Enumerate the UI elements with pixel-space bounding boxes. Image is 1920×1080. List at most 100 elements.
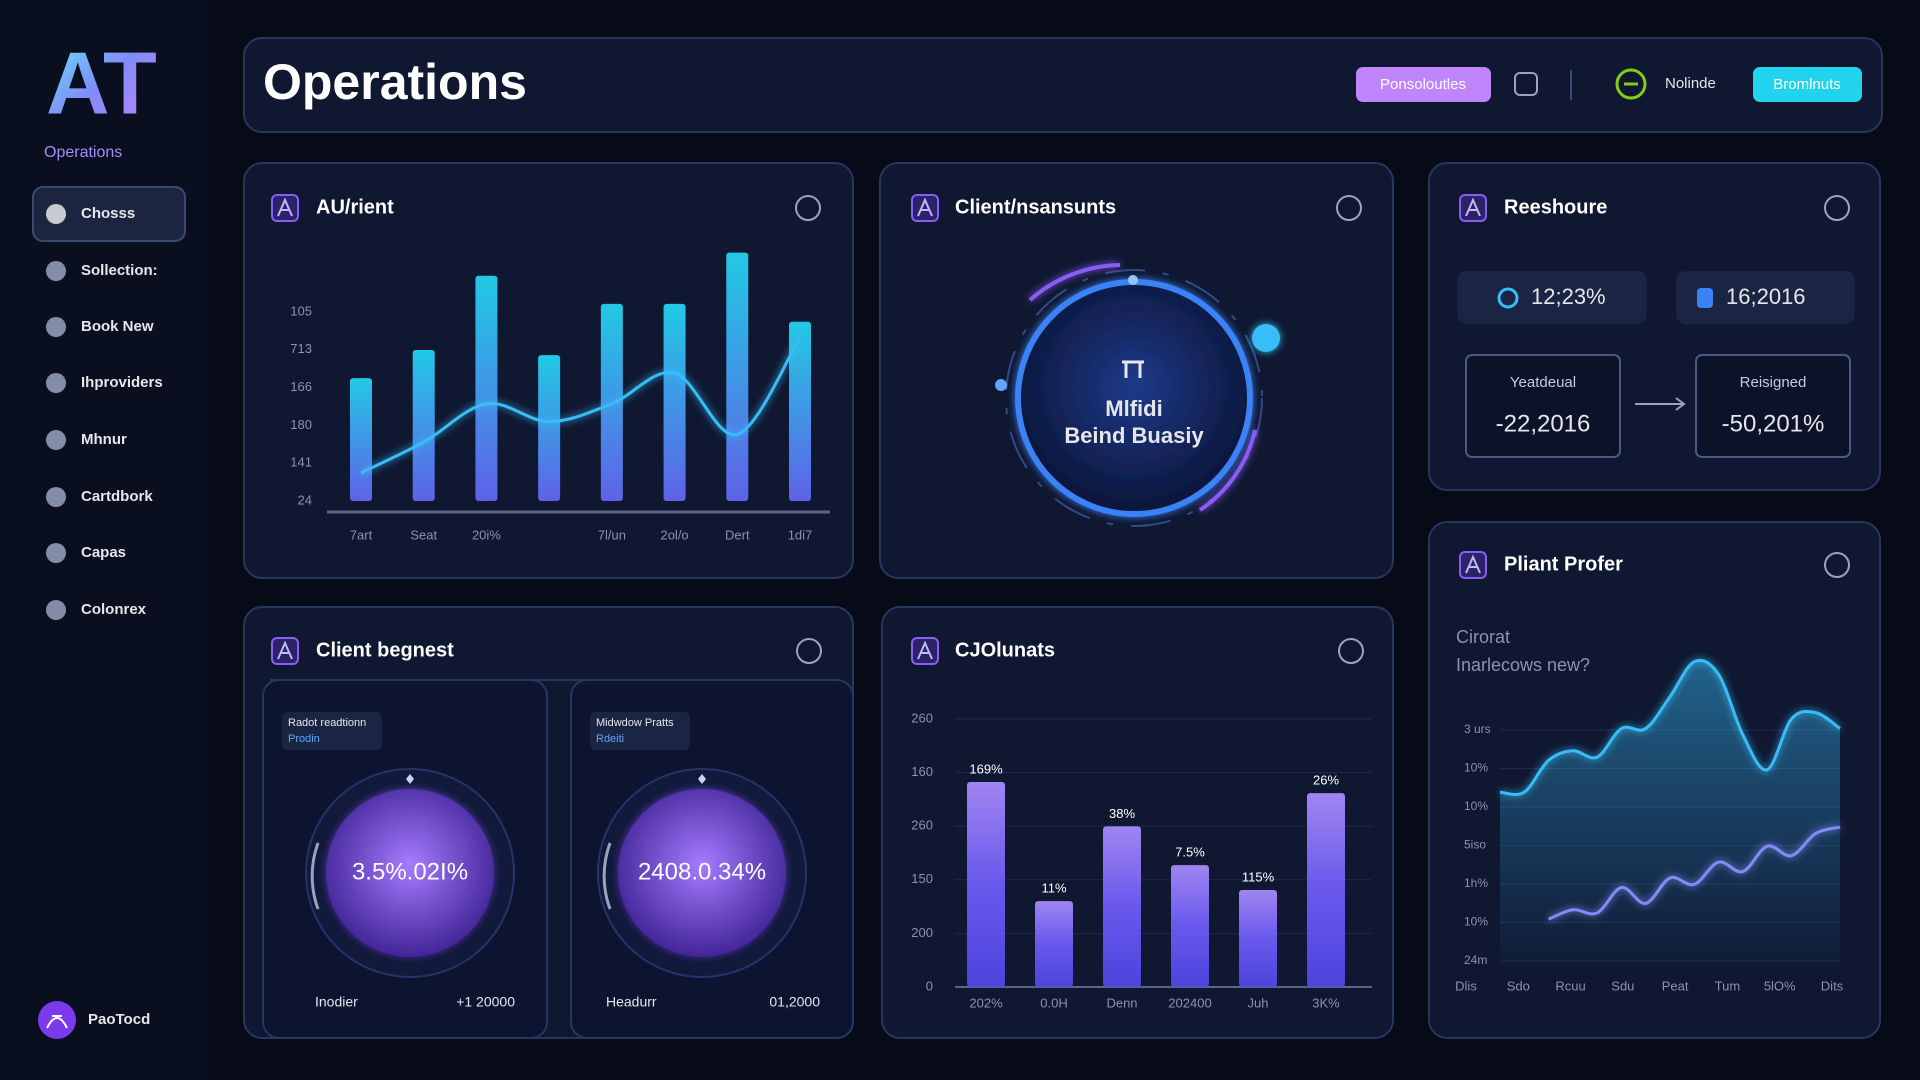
nav-item[interactable]: Colonrex	[81, 601, 147, 618]
chart-subtitle: Inarlecows new?	[1456, 655, 1590, 675]
status-icon	[1615, 68, 1647, 100]
bar-label: 38%	[1109, 806, 1135, 821]
nav-icon	[46, 373, 66, 393]
bar	[726, 252, 749, 501]
gauge	[618, 789, 786, 957]
button[interactable]	[1356, 67, 1491, 102]
bar	[967, 782, 1005, 987]
bar-label: 169%	[969, 761, 1003, 776]
stat-pill	[1457, 271, 1647, 324]
gauge-value: 3.5%.02I%	[352, 858, 468, 885]
y-tick-label: 180	[290, 417, 312, 432]
x-tick-label: 5lO%	[1764, 978, 1796, 993]
stat-pill	[1676, 271, 1855, 324]
gauge-tag-sub: Prodin	[288, 733, 320, 745]
bar	[1307, 793, 1345, 987]
nav-item[interactable]: Book New	[81, 318, 154, 335]
bar-label: 26%	[1313, 773, 1339, 788]
x-tick-label: Denn	[1106, 995, 1137, 1010]
y-tick-label: 10%	[1464, 915, 1488, 929]
gauge-footer-value: 01,2000	[769, 994, 820, 1010]
user-name: PaoTocd	[88, 1011, 150, 1028]
nav-item[interactable]: Cartdbork	[81, 488, 153, 505]
x-tick-label: 1di7	[788, 527, 813, 542]
y-tick-label: 3 urs	[1464, 722, 1491, 736]
panel-title: Client begnest	[316, 639, 454, 661]
bar	[1171, 865, 1209, 987]
header-user: Nolinde	[1665, 75, 1716, 92]
nav-item[interactable]: Ihproviders	[81, 374, 163, 391]
line	[1499, 658, 1841, 796]
x-tick-label: Sdu	[1611, 978, 1634, 993]
button-label[interactable]: Bromlnuts	[1773, 76, 1841, 93]
nav-item[interactable]: Chosss	[81, 205, 135, 222]
bar	[789, 321, 811, 501]
nav-item[interactable]: Sollection:	[81, 262, 158, 279]
x-tick-label: 202%	[969, 995, 1003, 1010]
stat-value: 12;23%	[1531, 284, 1606, 309]
nav-item[interactable]: Mhnur	[81, 431, 127, 448]
y-tick-label: 10%	[1464, 761, 1488, 775]
nav-icon	[46, 543, 66, 563]
y-tick-label: 5iso	[1464, 838, 1486, 852]
panel-menu[interactable]	[1338, 638, 1364, 664]
y-tick-label: 200	[911, 925, 933, 940]
bar-label: 11%	[1041, 881, 1066, 896]
panel-title: AU/rient	[316, 196, 394, 218]
x-tick-label: 2ol/o	[660, 527, 688, 542]
panel-menu[interactable]	[1824, 195, 1850, 221]
nav-icon	[46, 261, 66, 281]
orb	[995, 263, 1280, 527]
stat-value: 16;2016	[1726, 284, 1806, 309]
stat-label: Reisigned	[1740, 374, 1807, 391]
orb-text: Mlfidi	[1105, 396, 1162, 421]
x-tick-label: Tum	[1715, 978, 1741, 993]
x-tick-label: Rcuu	[1555, 978, 1585, 993]
panel-menu[interactable]	[795, 195, 821, 221]
gauge-arc	[602, 842, 612, 910]
sidebar	[0, 0, 208, 1080]
panel-menu[interactable]	[1336, 195, 1362, 221]
gauge-marker	[406, 774, 414, 784]
icon-button[interactable]	[1514, 72, 1538, 96]
page-title: Operations	[263, 54, 527, 110]
y-tick-label: 150	[911, 871, 933, 886]
nav-icon	[46, 204, 66, 224]
line	[360, 336, 802, 475]
x-tick-label: Juh	[1248, 995, 1269, 1010]
gauge-tag-title: Radot readtionn	[288, 717, 366, 729]
panel-title: Pliant Profer	[1504, 553, 1623, 575]
y-tick-label: 105	[290, 303, 312, 318]
nav-icon	[46, 317, 66, 337]
stat-value: -50,201%	[1722, 410, 1825, 437]
y-tick-label: 24	[298, 492, 312, 507]
bar	[350, 378, 372, 501]
x-tick-label: Dlis	[1455, 978, 1477, 993]
panel-title: Client/nsansunts	[955, 196, 1116, 218]
panel-menu[interactable]	[1824, 552, 1850, 578]
y-tick-label: 141	[290, 455, 312, 470]
area-fill	[1500, 660, 1840, 967]
y-tick-label: 260	[911, 818, 933, 833]
stat-label: Yeatdeual	[1510, 374, 1576, 391]
x-tick-label: Sdo	[1507, 978, 1530, 993]
panel-menu[interactable]	[796, 638, 822, 664]
nav-icon	[46, 430, 66, 450]
nav-item[interactable]: Capas	[81, 544, 126, 561]
bar-label: 115%	[1242, 869, 1275, 884]
gauge-tag-title: Midwdow Pratts	[596, 717, 674, 729]
x-tick-label: Dits	[1821, 978, 1844, 993]
panel-icon	[1465, 197, 1481, 217]
bar-label: 7.5%	[1175, 845, 1205, 860]
bar	[475, 275, 498, 501]
logo-subtitle: Operations	[44, 144, 122, 161]
gauge	[326, 789, 494, 957]
user-avatar[interactable]	[38, 1001, 76, 1039]
stat-value: -22,2016	[1496, 410, 1591, 437]
y-tick-label: 24m	[1464, 953, 1487, 967]
x-tick-label: Dert	[725, 527, 750, 542]
button[interactable]	[1753, 67, 1862, 102]
orb-text: Beind Buasiy	[1064, 423, 1204, 448]
button-label[interactable]: Ponsoloutles	[1380, 76, 1466, 93]
